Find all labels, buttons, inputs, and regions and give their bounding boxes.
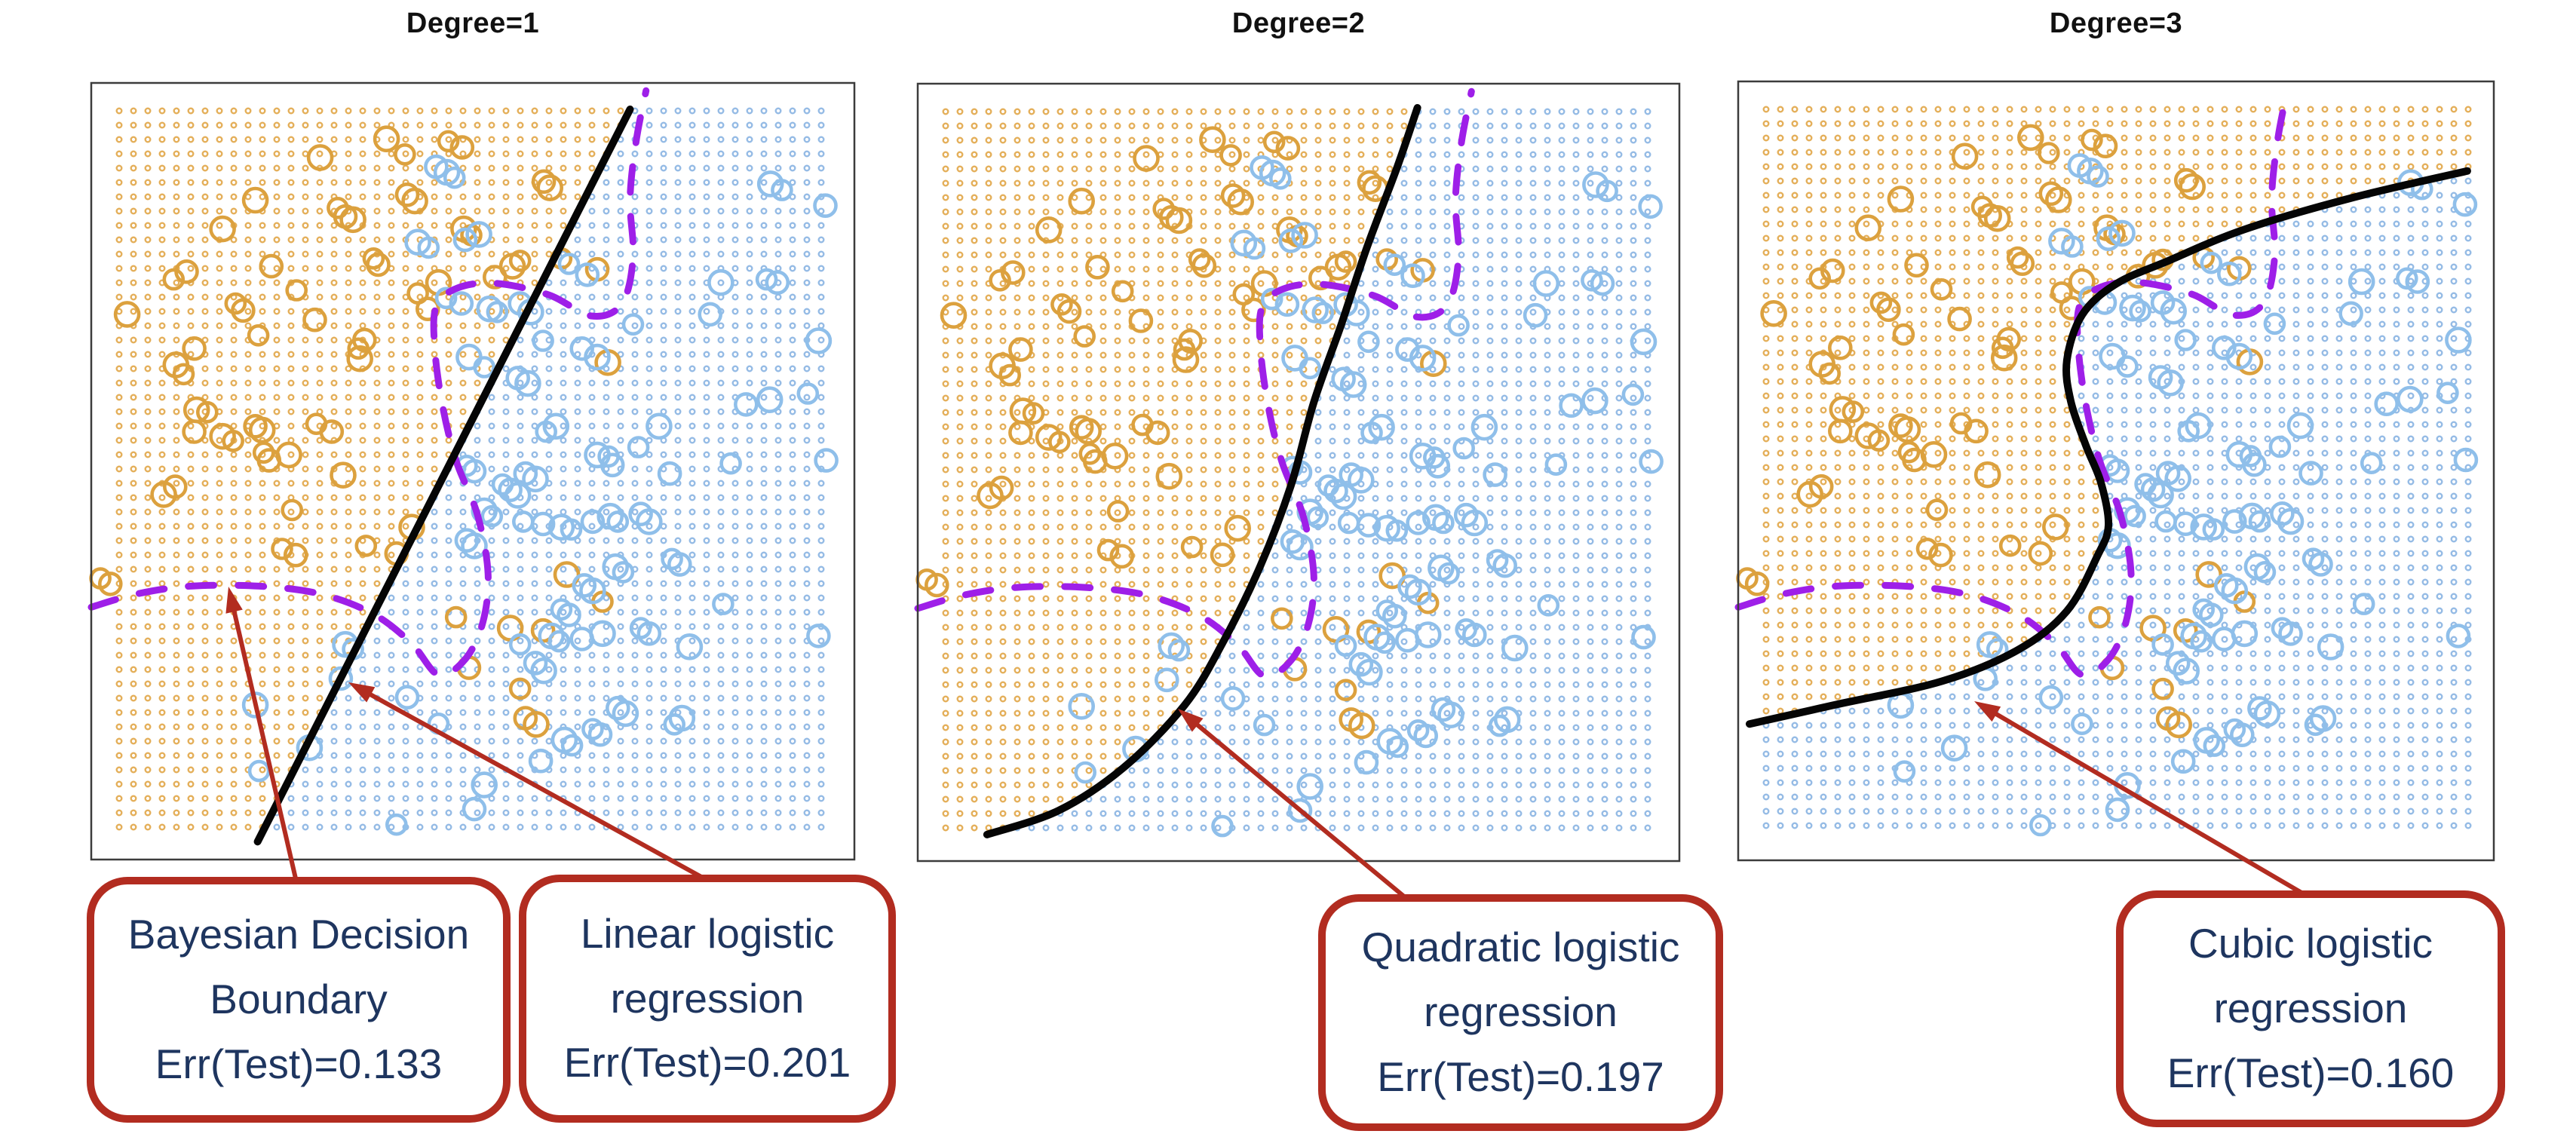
callout-text-line: Quadratic logistic: [1361, 924, 1680, 971]
annotation-arrow-line: [1989, 709, 2303, 895]
callout-cubic-logistic-regression: Cubic logistic regression Err(Test)=0.16…: [2116, 890, 2505, 1127]
region-shading-dots: [942, 108, 1651, 832]
panel-frame: [916, 82, 1681, 863]
annotation-arrow-line: [230, 605, 298, 879]
model-boundary-curve: [253, 106, 634, 846]
data-points-blue: [1887, 153, 2479, 837]
model-boundary-curve: [1746, 167, 2471, 728]
panel-3: [1734, 80, 2495, 862]
bayes-boundary-curve: [1734, 85, 2291, 679]
panel-frame: [1737, 80, 2495, 862]
panel-2: [914, 82, 1681, 863]
annotation-arrows: [225, 587, 2303, 899]
callout-text-line: Err(Test)=0.197: [1377, 1053, 1664, 1100]
callout-text-line: regression: [1424, 988, 1618, 1036]
annotation-arrow-head: [348, 682, 376, 703]
annotation-arrow-line: [1191, 719, 1406, 899]
bayes-boundary-curve: [914, 87, 1475, 680]
panel-frame: [90, 81, 856, 861]
callout-text-line: regression: [610, 974, 805, 1022]
data-points-orange: [1736, 124, 2264, 739]
annotation-arrow-head: [225, 587, 243, 614]
callout-text-line: Cubic logistic: [2188, 920, 2433, 967]
callout-text-line: Err(Test)=0.160: [2167, 1049, 2455, 1096]
callout-text-line: Err(Test)=0.133: [155, 1040, 443, 1087]
bayes-boundary-curve: [87, 87, 650, 679]
callout-quadratic-logistic-regression: Quadratic logistic regression Err(Test)=…: [1318, 894, 1723, 1131]
region-shading-dots: [115, 107, 825, 831]
panel-title-degree-3: Degree=3: [2049, 8, 2183, 39]
callout-text-line: regression: [2213, 985, 2408, 1032]
model-boundary-curve: [983, 104, 1421, 838]
callout-text-line: Err(Test)=0.201: [563, 1039, 851, 1086]
callout-linear-logistic-regression: Linear logistic regression Err(Test)=0.2…: [519, 875, 896, 1123]
callout-text-line: Linear logistic: [580, 909, 835, 957]
data-points-blue: [1068, 155, 1664, 838]
annotation-arrow-line: [364, 689, 703, 879]
annotation-arrow-head: [1974, 701, 2001, 722]
data-points-orange: [915, 126, 1447, 740]
panel-1: [87, 81, 856, 861]
callout-text-line: Boundary: [210, 976, 388, 1023]
panel-title-degree-1: Degree=1: [406, 8, 540, 39]
callout-text-line: Bayesian Decision: [127, 911, 470, 958]
callout-bayesian-decision-boundary: Bayesian Decision Boundary Err(Test)=0.1…: [87, 877, 511, 1123]
annotation-arrow-head: [1178, 709, 1204, 732]
panel-title-degree-2: Degree=2: [1231, 8, 1366, 39]
